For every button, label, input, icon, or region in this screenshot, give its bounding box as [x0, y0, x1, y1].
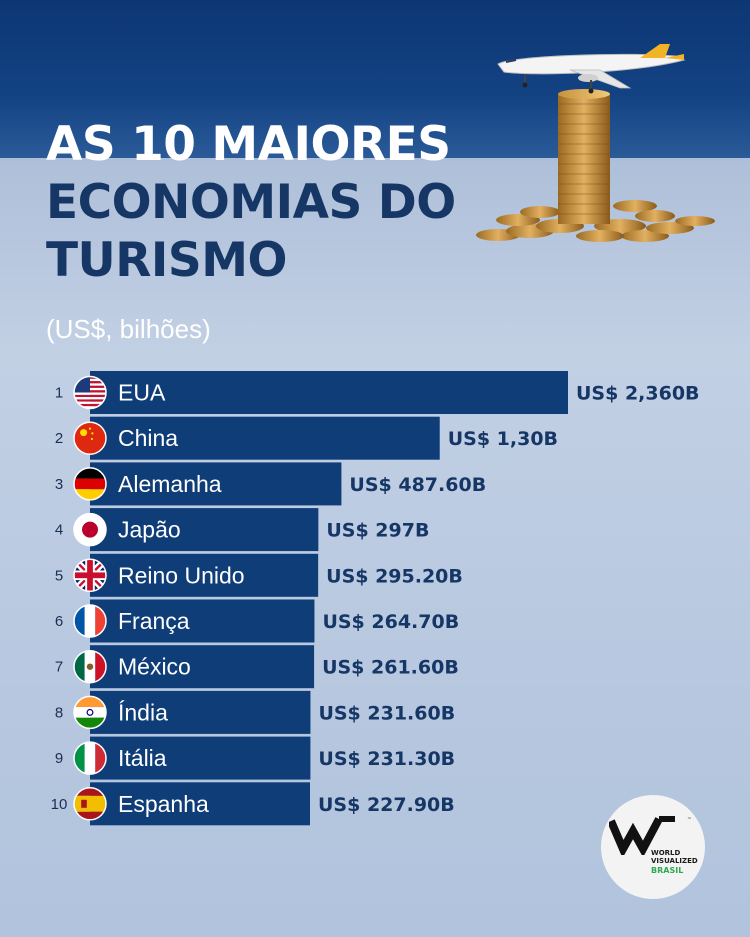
bar	[90, 462, 342, 506]
france-flag-icon	[73, 604, 107, 638]
italy-flag-icon	[73, 741, 107, 775]
country-label: Japão	[118, 517, 181, 543]
rank-label: 1	[55, 385, 63, 402]
bar-row: 2 China US$ 1,30B	[55, 416, 558, 460]
value-label: US$ 231.30B	[318, 748, 455, 770]
rank-label: 7	[55, 659, 63, 676]
rank-label: 2	[55, 430, 63, 447]
country-label: Alemanha	[118, 471, 222, 497]
country-label: Reino Unido	[118, 562, 245, 588]
bar	[90, 371, 568, 414]
bar	[90, 645, 315, 689]
bar-row: 6 França US$ 264.70B	[55, 599, 459, 643]
logo-text-brasil: BRASIL	[651, 866, 684, 875]
title-line-3: TURISMO	[46, 233, 287, 288]
bar-row: 3 Alemanha US$ 487.60B	[55, 462, 486, 506]
title-line-2: ECONOMIAS DO	[46, 175, 456, 230]
airplane-coins-illustration	[476, 44, 715, 242]
rank-label: 9	[55, 750, 63, 767]
bar-row: 7 México US$ 261.60B	[55, 645, 459, 689]
airplane-icon	[497, 44, 686, 94]
value-label: US$ 2,360B	[576, 383, 700, 405]
bar	[90, 599, 315, 643]
value-label: US$ 487.60B	[349, 474, 486, 496]
uk-flag-icon	[73, 558, 107, 593]
value-label: US$ 295.20B	[326, 565, 463, 587]
rank-label: 4	[55, 522, 63, 539]
title-line-1: AS 10 MAIORES	[46, 117, 451, 172]
wv-logo-icon	[609, 816, 675, 855]
bar-row: 9 Itália US$ 231.30B	[55, 736, 455, 780]
germany-flag-icon	[73, 467, 107, 501]
value-label: US$ 231.60B	[318, 702, 455, 724]
brand-logo: ™ WORLD VISUALIZED BRASIL	[601, 795, 705, 899]
bar	[90, 553, 319, 597]
country-label: Índia	[118, 699, 168, 725]
country-label: China	[118, 425, 178, 451]
trademark-mark: ™	[687, 817, 692, 823]
value-label: US$ 261.60B	[322, 657, 459, 679]
country-label: França	[118, 608, 190, 634]
country-label: México	[118, 654, 191, 680]
rank-label: 6	[55, 613, 63, 630]
bar	[90, 508, 319, 552]
bar-row: 4 Japão US$ 297B	[55, 508, 429, 552]
china-flag-icon	[73, 421, 107, 455]
value-label: US$ 297B	[326, 520, 429, 542]
bar-row: 1 EUA US$ 2,360B	[55, 371, 700, 414]
rank-label: 3	[55, 476, 63, 493]
logo-text-visualized: VISUALIZED	[651, 857, 698, 865]
bar-row: 8 Índia US$ 231.60B	[55, 690, 455, 734]
header-backdrop	[0, 0, 750, 158]
rank-label: 8	[55, 704, 63, 721]
country-label: EUA	[118, 380, 166, 406]
mexico-flag-icon	[73, 649, 107, 684]
value-label: US$ 1,30B	[448, 428, 558, 450]
bar-row: 5 Reino Unido US$ 295.20B	[55, 553, 463, 597]
spain-flag-icon	[73, 787, 107, 821]
bar	[90, 782, 310, 826]
chart-subtitle: (US$, bilhões)	[46, 314, 211, 344]
logo-text-world: WORLD	[651, 849, 681, 857]
bar	[90, 736, 311, 780]
chart-title: AS 10 MAIORES ECONOMIAS DO TURISMO	[46, 116, 476, 290]
bar	[90, 690, 311, 734]
usa-flag-icon	[73, 375, 107, 410]
scattered-coins	[476, 200, 715, 242]
rank-label: 10	[51, 796, 68, 813]
country-label: Espanha	[118, 791, 209, 817]
value-label: US$ 264.70B	[322, 611, 459, 633]
bar-row: 10 Espanha US$ 227.90B	[51, 782, 455, 826]
rank-label: 5	[55, 567, 63, 584]
country-label: Itália	[118, 745, 167, 771]
japan-flag-icon	[73, 512, 107, 547]
value-label: US$ 227.90B	[318, 794, 455, 816]
india-flag-icon	[73, 695, 107, 730]
bar	[90, 416, 440, 460]
coin-stack	[558, 89, 610, 224]
